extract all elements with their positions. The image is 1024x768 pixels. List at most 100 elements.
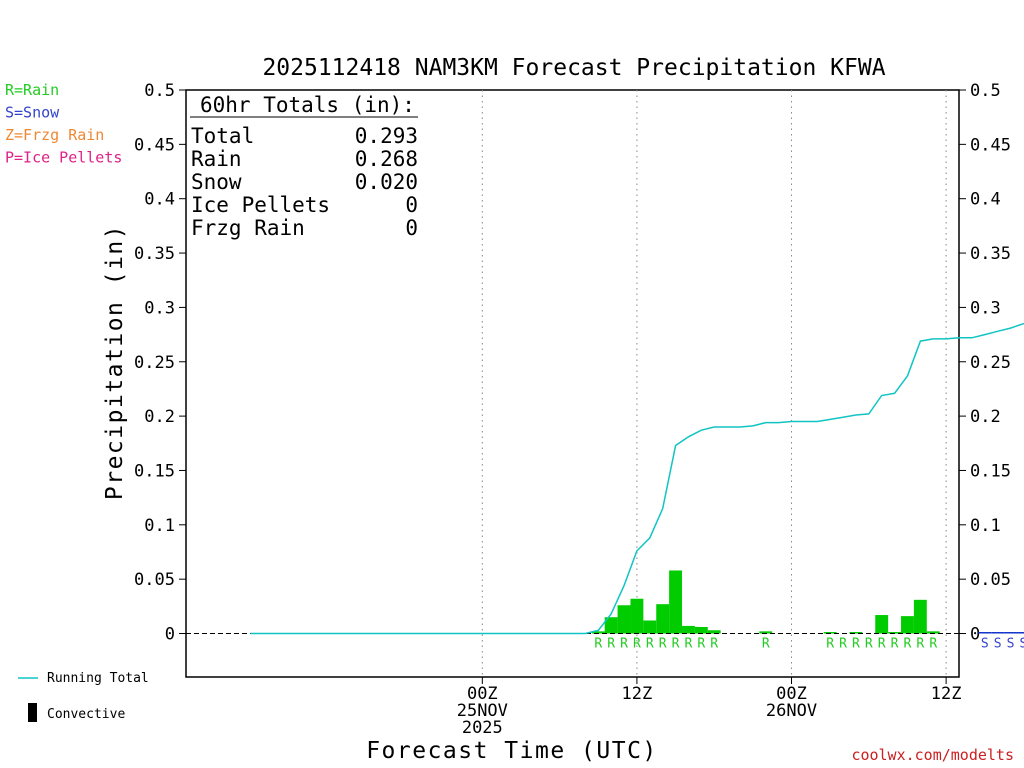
precip-bar-4 — [643, 620, 657, 634]
y-tick-label-left-1: 0.05 — [134, 570, 175, 590]
precip-bar-20 — [1004, 632, 1017, 634]
ptype-marker-22: S — [1007, 637, 1015, 652]
y-tick-label-left-2: 0.1 — [144, 516, 175, 536]
ptype-marker-18: R — [916, 637, 924, 652]
totals-label-1: Rain — [191, 147, 242, 171]
totals-label-2: Snow — [191, 170, 242, 194]
type-legend-item-3: P=Ice Pellets — [5, 149, 122, 167]
y-tick-label-right-7: 0.35 — [970, 244, 1011, 264]
y-tick-label-right-3: 0.15 — [970, 461, 1011, 481]
totals-value-1: 0.268 — [355, 147, 418, 171]
totals-value-0: 0.293 — [355, 124, 418, 148]
type-legend-item-0: R=Rain — [5, 81, 59, 99]
y-tick-label-right-10: 0.5 — [970, 81, 1001, 101]
y-tick-label-left-6: 0.3 — [144, 298, 175, 318]
y-tick-label-left-8: 0.4 — [144, 190, 175, 210]
totals-label-4: Frzg Rain — [191, 216, 305, 240]
convective-legend-label: Convective — [47, 707, 125, 722]
y-tick-label-left-0: 0 — [165, 625, 175, 645]
ptype-marker-11: R — [826, 637, 834, 652]
ptype-marker-19: R — [929, 637, 937, 652]
precip-bar-11 — [823, 632, 837, 634]
y-tick-label-left-10: 0.5 — [144, 81, 175, 101]
ptype-marker-8: R — [697, 637, 705, 652]
y-tick-label-right-1: 0.05 — [970, 570, 1011, 590]
precip-bar-9 — [707, 630, 721, 634]
running-total-line — [250, 322, 1024, 635]
ptype-marker-17: R — [904, 637, 912, 652]
precip-bar-13 — [875, 615, 889, 634]
y-tick-label-left-4: 0.2 — [144, 407, 175, 427]
totals-box: 60hr Totals (in): Total 0.293 Rain 0.268 Sno… — [190, 93, 418, 240]
ptype-marker-14: R — [865, 637, 873, 652]
line-legend: Running Total Convective — [18, 671, 149, 722]
precip-bar-14 — [888, 632, 902, 634]
y-tick-label-right-0: 0 — [970, 625, 980, 645]
plot-frame — [185, 89, 960, 678]
ptype-marker-13: R — [852, 637, 860, 652]
ptype-marker-15: R — [878, 637, 886, 652]
x-tick-label-3-0: 12Z — [931, 684, 962, 704]
y-tick-label-left-9: 0.45 — [134, 135, 175, 155]
ptype-marker-23: S — [1020, 637, 1024, 652]
ptype-marker-1: R — [607, 637, 615, 652]
precip-bar-2 — [617, 605, 631, 634]
precip-bar-12 — [849, 632, 863, 634]
x-tick-label-2-0: 00Z — [776, 684, 807, 704]
x-axis-ticks: 00Z25NOV202512Z00Z26NOV12Z00Z27NOV — [457, 677, 962, 738]
precip-bar-21 — [1016, 632, 1024, 634]
totals-value-2: 0.020 — [355, 170, 418, 194]
precip-bar-1 — [604, 617, 618, 634]
x-tick-label-2-1: 26NOV — [766, 701, 817, 721]
precip-bar-15 — [901, 616, 914, 634]
precip-type-markers: RRRRRRRRRRRRRRRRRRRRSSSSSSSSSSS — [594, 637, 1024, 652]
precip-bar-5 — [656, 604, 670, 634]
totals-value-4: 0 — [405, 216, 418, 240]
x-tick-label-0-0: 00Z — [467, 684, 498, 704]
y-tick-label-right-6: 0.3 — [970, 298, 1001, 318]
y-axis-label: Precipitation (in) — [102, 224, 128, 500]
ptype-marker-16: R — [891, 637, 899, 652]
precip-bars — [591, 570, 1024, 634]
ptype-marker-0: R — [594, 637, 602, 652]
gridlines — [481, 90, 947, 677]
totals-heading: 60hr Totals (in): — [200, 93, 415, 117]
ptype-marker-3: R — [633, 637, 641, 652]
precip-bar-16 — [913, 599, 927, 634]
y-tick-label-right-4: 0.2 — [970, 407, 1001, 427]
ptype-marker-2: R — [620, 637, 628, 652]
ptype-marker-20: S — [981, 637, 989, 652]
precip-bar-8 — [694, 626, 708, 634]
precip-bar-6 — [669, 570, 683, 634]
y-tick-label-left-7: 0.35 — [134, 244, 175, 264]
precip-bar-3 — [630, 598, 644, 634]
y-axis-ticks: 0 00.05 0.050.1 0.10.15 0.150.2 0.20.25 0.250.… — [134, 81, 1011, 645]
ptype-marker-7: R — [685, 637, 693, 652]
x-tick-label-0-1: 25NOV — [457, 701, 508, 721]
y-tick-label-left-5: 0.25 — [134, 353, 175, 373]
chart-title: 2025112418 NAM3KM Forecast Precipitation… — [262, 55, 885, 81]
precip-bar-17 — [926, 631, 940, 634]
running-total-legend-label: Running Total — [47, 671, 149, 686]
y-tick-label-left-3: 0.15 — [134, 461, 175, 481]
totals-label-0: Total — [191, 124, 254, 148]
ptype-marker-6: R — [672, 637, 680, 652]
y-tick-label-right-5: 0.25 — [970, 353, 1011, 373]
ptype-marker-4: R — [646, 637, 654, 652]
x-axis-label: Forecast Time (UTC) — [366, 738, 658, 764]
convective-legend-swatch — [28, 703, 37, 722]
precip-bar-7 — [682, 625, 695, 634]
totals-label-3: Ice Pellets — [191, 193, 330, 217]
y-tick-label-right-2: 0.1 — [970, 516, 1001, 536]
ptype-marker-9: R — [710, 637, 718, 652]
precip-bar-10 — [759, 631, 773, 634]
ptype-marker-12: R — [839, 637, 847, 652]
x-tick-label-0-2: 2025 — [462, 718, 503, 738]
y-tick-label-right-8: 0.4 — [970, 190, 1001, 210]
type-legend-item-1: S=Snow — [5, 104, 60, 122]
ptype-marker-10: R — [762, 637, 770, 652]
credit-text: coolwx.com/modelts — [851, 746, 1014, 764]
y-tick-label-right-9: 0.45 — [970, 135, 1011, 155]
totals-value-3: 0 — [405, 193, 418, 217]
